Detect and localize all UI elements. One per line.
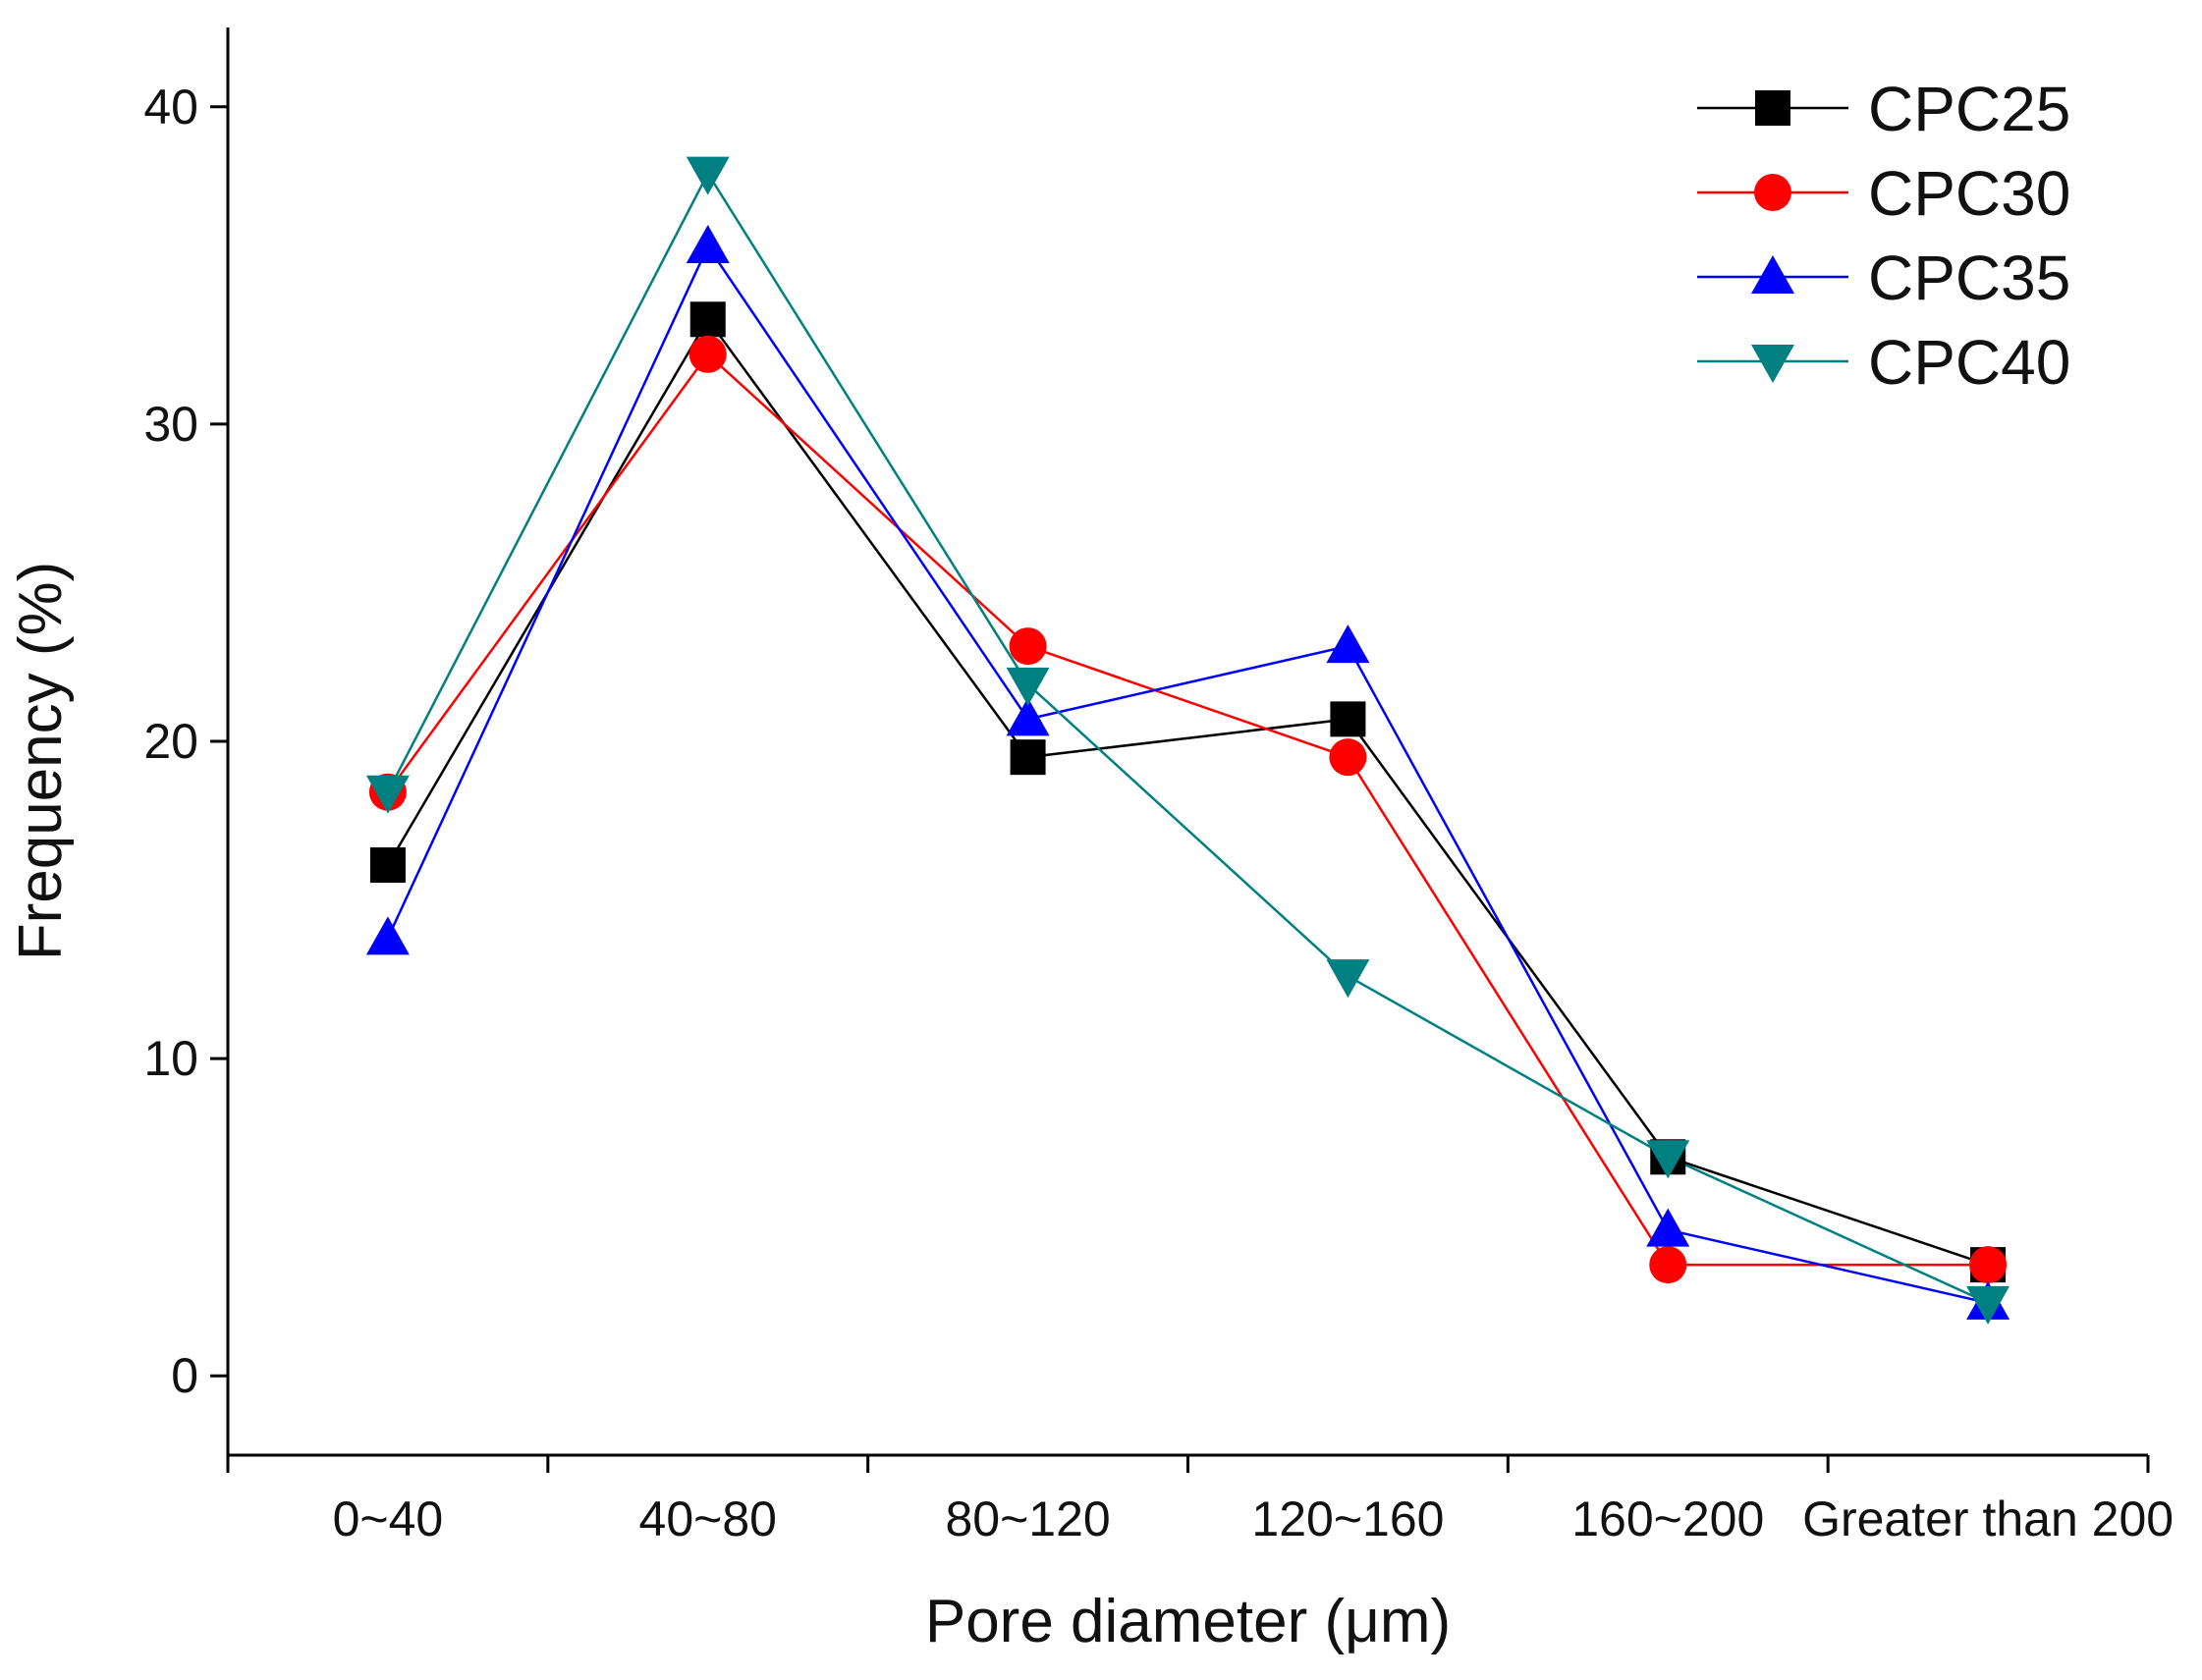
legend-marker <box>1754 174 1791 211</box>
x-tick-label: 80~120 <box>945 1491 1110 1546</box>
legend-item-cpc30: CPC30 <box>1697 158 2070 229</box>
x-tick-label: 120~160 <box>1251 1491 1444 1546</box>
x-tick-label: Greater than 200 <box>1802 1491 2174 1546</box>
data-point-cpc40 <box>1966 1285 2010 1325</box>
legend: CPC25 CPC30 CPC35 CPC40 <box>1697 74 2070 398</box>
data-point-cpc30 <box>1329 738 1367 777</box>
legend-item-cpc25: CPC25 <box>1697 74 2070 144</box>
legend-label: CPC35 <box>1868 243 2070 313</box>
data-point-cpc30 <box>688 335 727 373</box>
legend-item-cpc40: CPC40 <box>1697 327 2070 398</box>
y-tick-label: 40 <box>143 80 198 135</box>
y-axis-title: Frequency (%) <box>7 562 75 961</box>
data-point-cpc25 <box>1330 701 1366 737</box>
series-line-cpc40 <box>386 171 1989 1305</box>
legend-label: CPC40 <box>1868 327 2070 398</box>
series-line-cpc35 <box>386 244 1989 1305</box>
legend-label: CPC25 <box>1868 74 2070 144</box>
data-point-cpc25 <box>1010 739 1046 776</box>
data-point-cpc40 <box>1646 1140 1690 1179</box>
data-point-cpc40 <box>1006 667 1050 706</box>
x-tick-label: 160~200 <box>1571 1491 1764 1546</box>
y-tick-label: 10 <box>143 1031 198 1086</box>
data-point-cpc30 <box>1969 1246 2008 1284</box>
series-points-cpc30 <box>368 335 2008 1284</box>
data-point-cpc40 <box>686 156 730 195</box>
data-point-cpc35 <box>1646 1208 1690 1247</box>
y-tick-label: 20 <box>143 714 198 769</box>
legend-marker <box>1751 345 1794 383</box>
x-ticks: 0~40 40~80 80~120 120~160 160~200 Greater tha… <box>226 1455 2174 1546</box>
data-point-cpc25 <box>689 301 726 338</box>
y-tick-label: 0 <box>171 1348 198 1403</box>
data-point-cpc35 <box>1006 697 1050 736</box>
data-point-cpc35 <box>1326 624 1370 664</box>
series-line-cpc30 <box>386 352 1989 1267</box>
data-point-cpc40 <box>1326 959 1370 999</box>
x-tick-label: 0~40 <box>333 1491 444 1546</box>
x-tick-label: 40~80 <box>639 1491 777 1546</box>
data-point-cpc25 <box>369 847 406 884</box>
series-layer <box>365 156 2010 1325</box>
legend-marker <box>1755 90 1790 126</box>
legend-label: CPC30 <box>1868 158 2070 229</box>
legend-item-cpc35: CPC35 <box>1697 243 2070 313</box>
y-tick-label: 30 <box>143 397 198 452</box>
data-point-cpc30 <box>1009 627 1047 666</box>
legend-marker <box>1751 255 1794 294</box>
series-points-cpc35 <box>365 224 2010 1320</box>
series-line-cpc25 <box>386 316 1989 1267</box>
data-point-cpc35 <box>686 224 730 263</box>
axes: 0 10 20 30 40 0~40 40~80 80~120 120~160 160~200 G… <box>143 27 2174 1546</box>
y-ticks: 0 10 20 30 40 <box>143 80 228 1403</box>
data-point-cpc40 <box>365 775 410 814</box>
x-axis-title: Pore diameter (μm) <box>925 1588 1451 1655</box>
data-point-cpc35 <box>365 916 410 955</box>
series-points-cpc40 <box>365 156 2010 1325</box>
data-point-cpc30 <box>1649 1246 1687 1284</box>
